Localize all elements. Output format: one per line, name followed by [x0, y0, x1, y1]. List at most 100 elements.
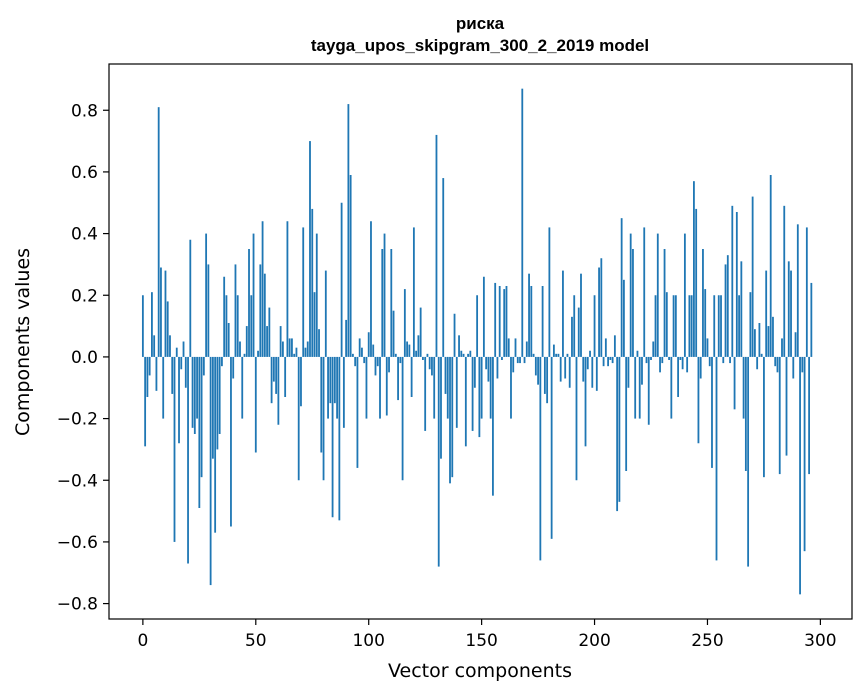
y-tick-label: −0.8 [57, 595, 98, 615]
bar-165 [514, 338, 517, 357]
bar-138 [453, 313, 456, 357]
bar-106 [381, 249, 384, 357]
bar-114 [399, 356, 402, 364]
bar-19 [184, 356, 187, 388]
bar-178 [543, 356, 546, 394]
bar-202 [598, 267, 600, 357]
bar-121 [415, 350, 418, 357]
y-tick-label: 0.8 [71, 101, 98, 121]
bar-108 [385, 356, 388, 416]
bar-263 [735, 212, 738, 357]
bar-84 [331, 356, 334, 518]
bar-161 [505, 286, 508, 357]
bar-183 [555, 353, 558, 357]
bar-254 [715, 356, 718, 561]
bar-259 [726, 255, 729, 357]
bar-241 [686, 356, 689, 373]
bar-239 [681, 356, 684, 370]
bar-194 [580, 273, 582, 357]
bar-260 [729, 356, 731, 364]
bar-82 [327, 356, 329, 419]
bar-233 [668, 356, 670, 360]
bar-177 [541, 286, 544, 357]
bar-0 [141, 295, 144, 357]
bar-227 [654, 295, 657, 357]
bar-65 [288, 338, 291, 357]
bar-252 [711, 356, 713, 468]
bar-153 [487, 356, 490, 382]
bar-94 [354, 356, 357, 367]
bar-235 [672, 295, 675, 357]
bar-25 [198, 356, 201, 508]
bar-257 [722, 356, 725, 364]
bar-130 [435, 134, 438, 357]
bar-99 [365, 356, 368, 419]
bar-23 [193, 356, 196, 434]
bar-144 [467, 353, 469, 357]
bar-111 [392, 310, 395, 357]
x-tick-label: 200 [578, 631, 610, 651]
bar-214 [625, 356, 628, 471]
bar-219 [636, 350, 639, 357]
bar-72 [304, 347, 307, 357]
bar-229 [659, 356, 661, 373]
bar-211 [618, 356, 621, 502]
bar-77 [315, 233, 318, 357]
bar-96 [358, 338, 361, 357]
y-tick-label: −0.4 [57, 471, 98, 491]
y-axis-label: Components values [12, 248, 34, 436]
bar-124 [422, 356, 424, 360]
bar-247 [699, 356, 702, 379]
bar-242 [688, 295, 691, 357]
y-tick-label: 0.4 [71, 225, 98, 245]
bar-116 [403, 289, 406, 357]
bar-154 [489, 356, 492, 419]
bar-139 [455, 356, 458, 428]
bar-29 [207, 264, 210, 357]
bar-24 [196, 356, 198, 419]
bar-209 [613, 335, 616, 357]
bar-160 [503, 289, 506, 357]
bar-32 [214, 356, 217, 533]
bar-150 [480, 356, 483, 419]
bar-36 [223, 276, 226, 357]
bar-274 [760, 353, 763, 357]
bar-186 [562, 270, 564, 357]
bar-76 [313, 292, 316, 357]
bar-128 [431, 356, 433, 376]
x-tick-label: 100 [352, 631, 384, 651]
x-tick-label: 250 [691, 631, 723, 651]
bar-174 [534, 356, 537, 376]
bar-203 [600, 258, 603, 357]
bar-131 [437, 356, 440, 567]
bar-266 [742, 356, 745, 419]
bar-51 [257, 350, 259, 357]
bar-22 [191, 356, 194, 428]
bar-14 [173, 356, 176, 542]
bar-43 [239, 341, 241, 357]
x-tick-label: 50 [245, 631, 267, 651]
bar-222 [643, 227, 646, 357]
bar-41 [234, 264, 237, 357]
bar-285 [785, 356, 788, 456]
bar-187 [564, 356, 567, 379]
bar-34 [218, 356, 221, 434]
bar-107 [383, 233, 386, 357]
bar-221 [641, 356, 643, 385]
x-axis-label: Vector components [388, 660, 572, 682]
bar-293 [803, 356, 806, 552]
bar-236 [674, 295, 677, 357]
bar-295 [808, 356, 810, 475]
bar-125 [424, 356, 427, 431]
bar-133 [442, 178, 445, 357]
bar-9 [162, 356, 165, 419]
bar-184 [557, 353, 560, 357]
bar-129 [433, 356, 436, 419]
bar-113 [397, 356, 399, 401]
bar-199 [591, 356, 594, 388]
bar-179 [546, 356, 549, 404]
bar-109 [388, 356, 390, 373]
bar-18 [182, 341, 185, 357]
bar-264 [738, 295, 740, 357]
bar-170 [525, 341, 528, 357]
